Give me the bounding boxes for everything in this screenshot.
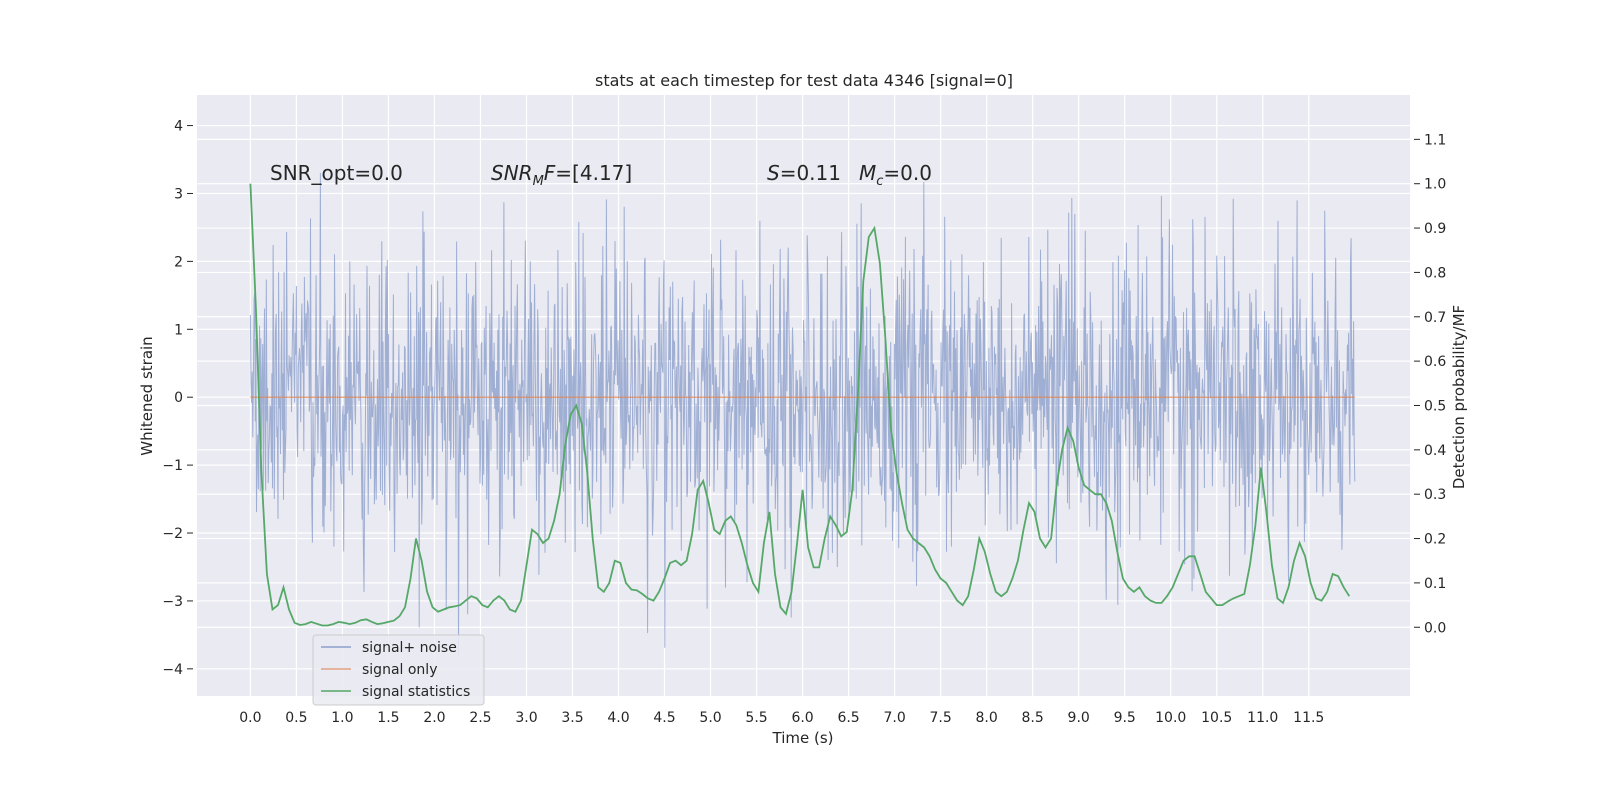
x-tick-label: 9.0 — [1068, 710, 1090, 726]
legend-label-signal-statistics: signal statistics — [362, 684, 470, 700]
y-tick-label: −4 — [162, 662, 183, 678]
chart-title: stats at each timestep for test data 434… — [595, 71, 1013, 90]
y-tick-label: −3 — [162, 594, 183, 610]
x-tick-label: 5.5 — [745, 710, 767, 726]
y2-tick-label: 0.0 — [1424, 620, 1446, 636]
y-tick-label: 0 — [174, 390, 183, 406]
snr-mf-prefix: SNR — [491, 161, 533, 185]
legend-label-signal-only: signal only — [362, 662, 437, 678]
y2-tick-label: 0.5 — [1424, 398, 1446, 414]
x-tick-label: 7.5 — [929, 710, 951, 726]
x-tick-label: 3.0 — [515, 710, 537, 726]
x-tick-label: 7.0 — [883, 710, 905, 726]
signal-noise-series — [249, 172, 1356, 655]
legend-label-signal-noise: signal+ noise — [362, 640, 457, 656]
snr-mf-suffix-f: F — [544, 161, 556, 185]
x-tick-label: 2.0 — [423, 710, 445, 726]
y2-tick-label: 1.0 — [1424, 177, 1446, 193]
legend-box — [312, 634, 485, 706]
mc-subscript: c — [876, 174, 883, 189]
x-axis-ticks: 0.0 0.5 1.0 1.5 2.0 2.5 3.0 3.5 4.0 4.5 5.0 5.5 6.0 6… — [239, 710, 1324, 726]
x-tick-label: 11.5 — [1293, 710, 1324, 726]
y2-tick-label: 0.2 — [1424, 532, 1446, 548]
snr-mf-subscript: M — [533, 174, 544, 189]
y2-tick-label: 0.4 — [1424, 443, 1446, 459]
x-tick-label: 10.5 — [1201, 710, 1232, 726]
y-tick-label: −2 — [162, 526, 183, 542]
y2-axis-ticks: 1.1 1.0 0.9 0.8 0.7 0.6 0.5 0.4 0.3 0.2 0.1 0.0 — [1414, 132, 1446, 636]
mc-value: =0.0 — [883, 161, 932, 185]
y2-tick-label: 0.3 — [1424, 487, 1446, 503]
y-tick-label: 4 — [174, 119, 183, 135]
y-tick-label: 3 — [174, 186, 183, 202]
snr-mf-annotation: SNRMF=[4.17] — [491, 161, 632, 189]
x-tick-label: 6.0 — [791, 710, 813, 726]
y-tick-label: 1 — [174, 322, 183, 338]
x-tick-label: 1.5 — [377, 710, 399, 726]
x-tick-label: 4.0 — [607, 710, 629, 726]
y2-axis-label: Detection probability/MF — [1450, 305, 1468, 489]
x-tick-label: 0.0 — [239, 710, 261, 726]
y2-tick-label: 0.7 — [1424, 310, 1446, 326]
y2-tick-label: 0.6 — [1424, 354, 1446, 370]
y-axis-ticks: 4 3 2 1 0 −1 −2 −3 −4 — [162, 119, 193, 678]
signal-statistics-line — [249, 183, 1351, 627]
x-tick-label: 6.5 — [837, 710, 859, 726]
y2-tick-label: 0.8 — [1424, 265, 1446, 281]
x-axis-label: Time (s) — [772, 729, 834, 747]
x-tick-label: 9.5 — [1114, 710, 1136, 726]
x-tick-label: 0.5 — [285, 710, 307, 726]
x-tick-label: 10.0 — [1155, 710, 1186, 726]
y2-tick-label: 0.1 — [1424, 576, 1446, 592]
s-value: =0.11 — [780, 161, 841, 185]
x-tick-label: 1.0 — [331, 710, 353, 726]
y-tick-label: −1 — [162, 458, 183, 474]
signal-noise-line — [249, 172, 1356, 655]
x-tick-label: 11.0 — [1247, 710, 1278, 726]
y-axis-label: Whitened strain — [138, 336, 156, 455]
y2-tick-label: 0.9 — [1424, 221, 1446, 237]
mc-variable: M — [859, 161, 876, 185]
legend: signal+ noise signal only signal statist… — [312, 634, 485, 706]
s-variable: S — [767, 161, 780, 185]
x-tick-label: 8.5 — [1022, 710, 1044, 726]
s-annotation: S=0.11 — [767, 161, 841, 185]
y2-tick-label: 1.1 — [1424, 132, 1446, 148]
mc-annotation: Mc=0.0 — [859, 161, 932, 189]
x-tick-label: 4.5 — [653, 710, 675, 726]
y-tick-label: 2 — [174, 254, 183, 270]
snr-mf-value: =[4.17] — [555, 161, 632, 185]
x-tick-label: 2.5 — [469, 710, 491, 726]
x-tick-label: 8.0 — [976, 710, 998, 726]
x-tick-label: 3.5 — [561, 710, 583, 726]
snr-opt-annotation: SNR_opt=0.0 — [270, 161, 403, 185]
x-tick-label: 5.0 — [699, 710, 721, 726]
